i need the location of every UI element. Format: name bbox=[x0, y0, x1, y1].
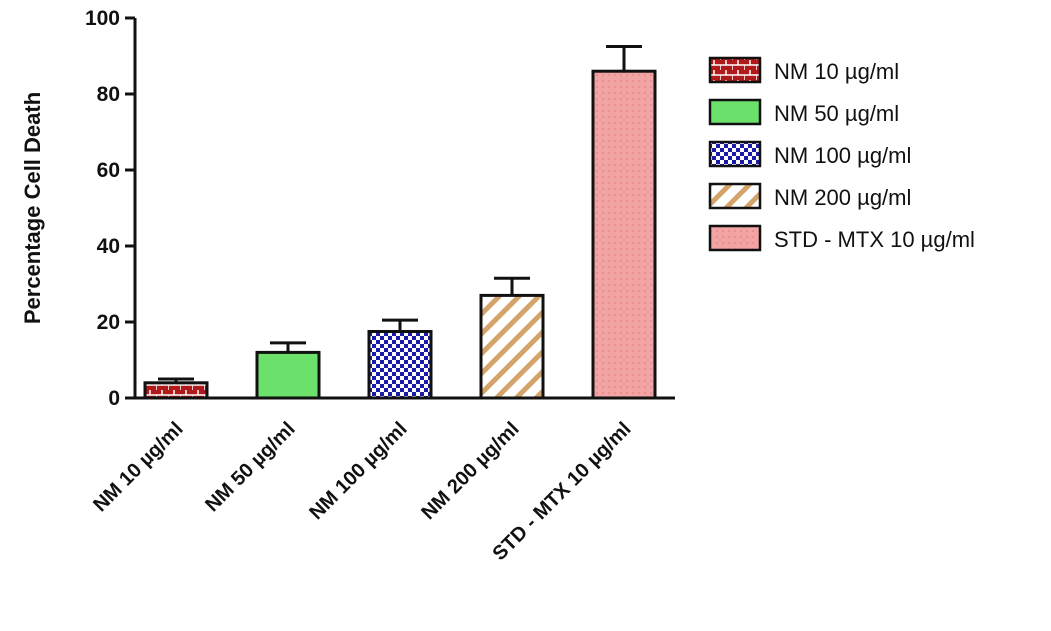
legend-label: NM 100 µg/ml bbox=[774, 143, 911, 168]
y-tick-label: 100 bbox=[85, 7, 120, 30]
y-tick-label: 0 bbox=[108, 387, 120, 410]
y-tick-label: 20 bbox=[97, 311, 120, 334]
bar-4 bbox=[479, 293, 545, 400]
legend-label: NM 50 µg/ml bbox=[774, 101, 899, 126]
legend-label: NM 10 µg/ml bbox=[774, 59, 899, 84]
axes-layer: 0 20 40 60 80 100 Percentage Cell Death bbox=[20, 7, 675, 410]
labels-layer: NM 10 µg/ml NM 50 µg/ml NM 100 µg/ml NM 200… bbox=[89, 418, 635, 565]
bar-1 bbox=[143, 381, 209, 400]
legend-label: STD - MTX 10 µg/ml bbox=[774, 227, 975, 252]
y-axis-title: Percentage Cell Death bbox=[20, 92, 45, 324]
legend-swatch-2 bbox=[708, 98, 762, 126]
legend: NM 10 µg/ml NM 50 µg/ml NM 100 µg/ml NM 200… bbox=[708, 56, 975, 252]
y-tick-label: 60 bbox=[97, 159, 120, 182]
bar-3 bbox=[367, 330, 433, 400]
y-tick-label: 40 bbox=[97, 235, 120, 258]
legend-swatch-1 bbox=[708, 56, 762, 84]
legend-swatch-5 bbox=[708, 224, 762, 252]
category-label: NM 10 µg/ml bbox=[89, 418, 187, 516]
category-label: NM 200 µg/ml bbox=[417, 418, 523, 524]
bars-layer bbox=[143, 45, 657, 400]
category-label: NM 50 µg/ml bbox=[201, 418, 299, 516]
bar-2 bbox=[255, 350, 321, 400]
y-tick-label: 80 bbox=[97, 83, 120, 106]
category-label: NM 100 µg/ml bbox=[305, 418, 411, 524]
bar-5 bbox=[591, 69, 657, 400]
legend-label: NM 200 µg/ml bbox=[774, 185, 911, 210]
legend-swatch-4 bbox=[708, 182, 762, 210]
legend-swatch-3 bbox=[708, 140, 762, 168]
